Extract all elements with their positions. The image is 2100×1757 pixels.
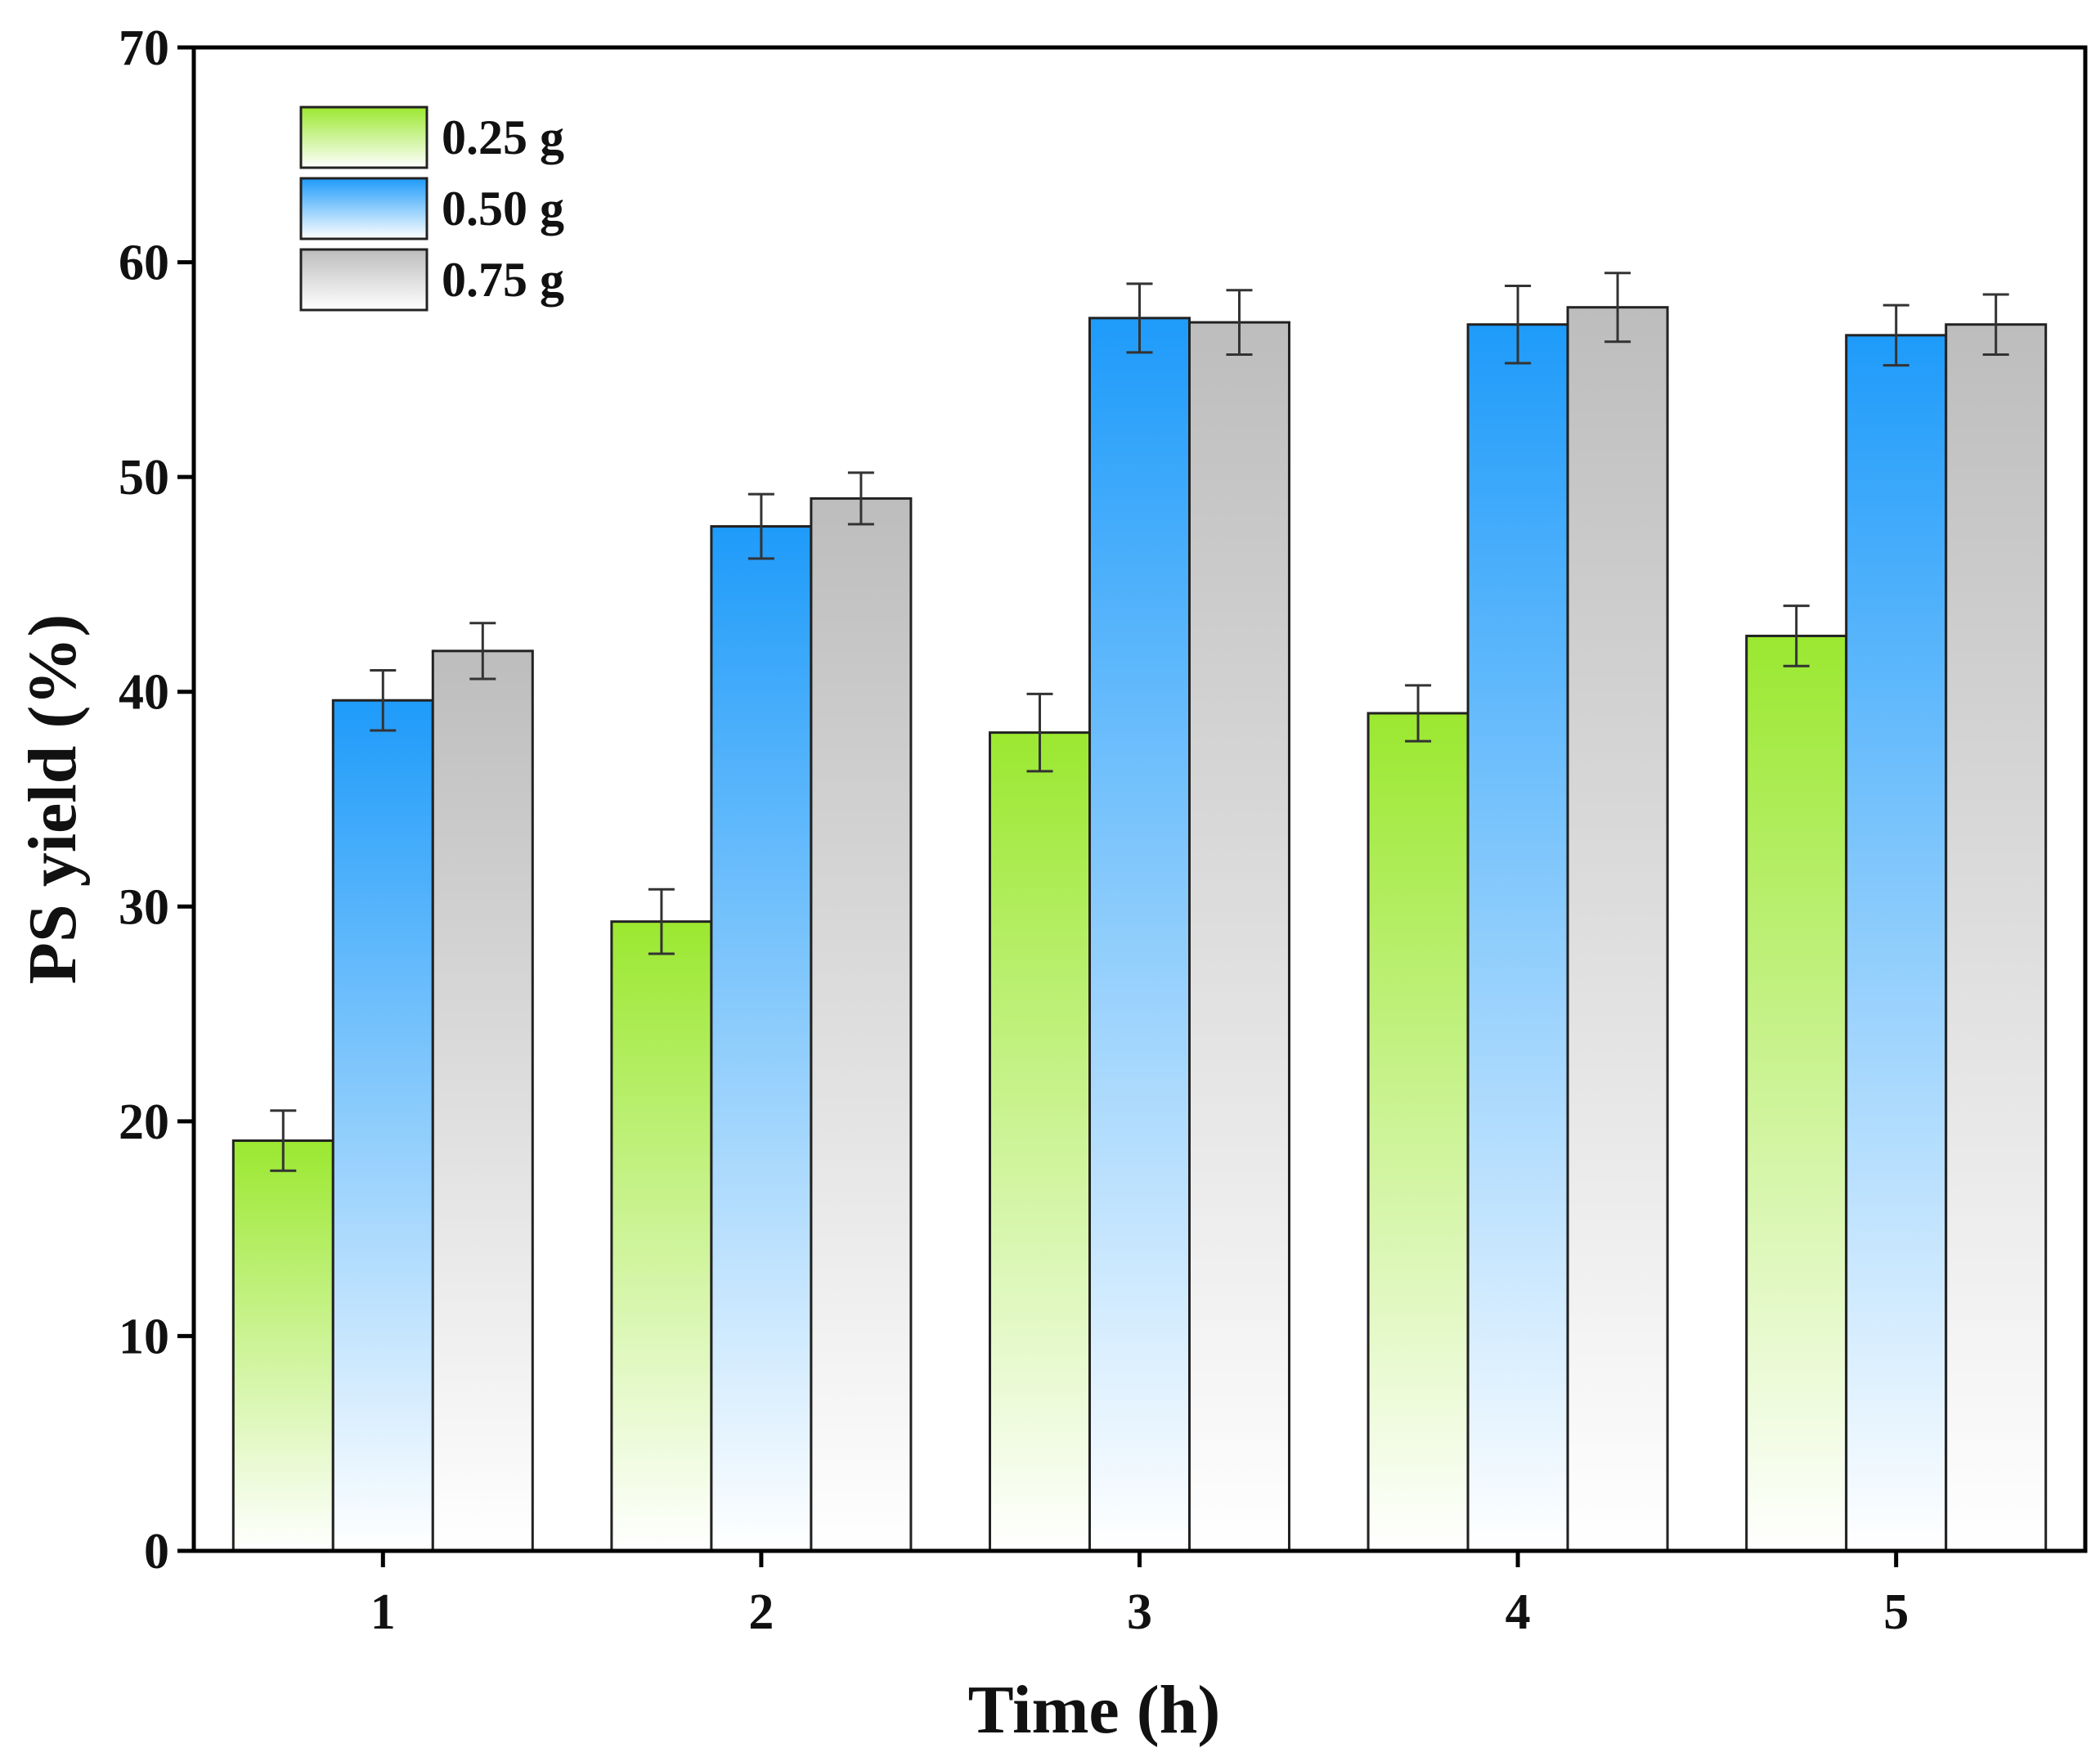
y-tick-label: 10 [119, 1309, 169, 1364]
y-axis: 0 10 20 30 40 50 60 70 [119, 20, 194, 1580]
legend-item-0-25-g: 0.25 g [299, 106, 564, 169]
legend-swatch [299, 248, 429, 312]
x-tick-label: 5 [1883, 1584, 1909, 1640]
error-bar-0-25-g-t2 [648, 887, 675, 955]
bar-0-75-g-t2 [810, 497, 913, 1553]
x-tick-label: 2 [748, 1584, 774, 1640]
bar-0-25-g-t5 [1745, 634, 1848, 1553]
bar-0-25-g-t3 [989, 731, 1091, 1553]
y-tick-label: 50 [119, 450, 169, 506]
error-bar-0-25-g-t5 [1783, 604, 1810, 667]
error-bar-0-50-g-t2 [747, 492, 774, 560]
error-bars [270, 272, 2009, 1172]
bar-0-75-g-t5 [1945, 323, 2048, 1553]
error-bar-0-50-g-t5 [1882, 303, 1909, 367]
x-axis-title: Time (h) [968, 1672, 1221, 1748]
y-axis-title: PS yield (%) [15, 614, 91, 985]
error-bar-0-25-g-t4 [1405, 684, 1432, 743]
error-bar-0-25-g-t1 [270, 1109, 297, 1172]
bar-0-75-g-t4 [1566, 306, 1669, 1553]
x-axis: 1 2 3 4 5 [370, 1551, 1909, 1640]
bar-0-50-g-t1 [331, 699, 434, 1553]
legend: 0.25 g 0.50 g 0.75 g [299, 106, 564, 312]
bar-0-50-g-t2 [710, 525, 813, 1553]
x-tick-label: 4 [1505, 1584, 1531, 1640]
error-bar-0-25-g-t3 [1026, 692, 1053, 773]
y-tick-label: 40 [119, 665, 169, 721]
y-tick-label: 0 [144, 1524, 169, 1580]
y-tick-label: 60 [119, 236, 169, 291]
bar-0-75-g-t1 [431, 649, 534, 1553]
bar-0-50-g-t5 [1845, 334, 1948, 1553]
error-bar-0-75-g-t2 [847, 471, 874, 526]
error-bar-0-75-g-t3 [1226, 289, 1253, 356]
legend-swatch [299, 106, 429, 169]
legend-label: 0.25 g [442, 110, 564, 164]
error-bar-0-75-g-t4 [1604, 272, 1631, 344]
bar-0-25-g-t2 [610, 920, 713, 1553]
bars [231, 306, 2048, 1553]
bar-0-50-g-t3 [1088, 317, 1191, 1553]
bar-0-25-g-t1 [231, 1139, 334, 1553]
legend-swatch [299, 177, 429, 240]
legend-item-0-75-g: 0.75 g [299, 248, 564, 312]
y-tick-label: 20 [119, 1094, 169, 1150]
legend-label: 0.75 g [442, 253, 564, 307]
legend-label: 0.50 g [442, 182, 564, 236]
error-bar-0-50-g-t4 [1505, 284, 1532, 365]
error-bar-0-50-g-t3 [1126, 282, 1153, 354]
bar-0-25-g-t4 [1366, 712, 1470, 1553]
y-tick-label: 30 [119, 879, 169, 935]
bar-0-50-g-t4 [1466, 323, 1569, 1553]
bar-0-75-g-t3 [1188, 321, 1290, 1553]
error-bar-0-50-g-t1 [370, 668, 397, 732]
legend-item-0-50-g: 0.50 g [299, 177, 564, 240]
error-bar-0-75-g-t5 [1982, 293, 2009, 356]
error-bar-0-75-g-t1 [469, 622, 496, 681]
x-tick-label: 1 [370, 1584, 396, 1640]
x-tick-label: 3 [1127, 1584, 1152, 1640]
y-tick-label: 70 [119, 20, 169, 76]
